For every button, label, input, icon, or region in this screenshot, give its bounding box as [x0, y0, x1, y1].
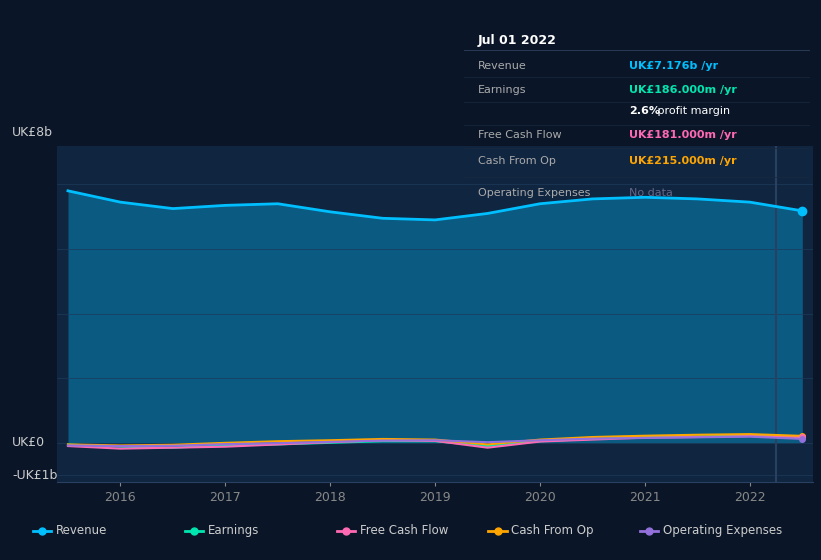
Text: 2.6%: 2.6%: [630, 106, 660, 116]
Text: Revenue: Revenue: [478, 61, 526, 71]
Text: Free Cash Flow: Free Cash Flow: [478, 130, 562, 141]
Text: profit margin: profit margin: [654, 106, 730, 116]
Text: Cash From Op: Cash From Op: [511, 524, 594, 538]
Text: UK£0: UK£0: [12, 436, 45, 449]
Text: Jul 01 2022: Jul 01 2022: [478, 34, 557, 47]
Text: UK£215.000m /yr: UK£215.000m /yr: [630, 156, 737, 166]
Text: Revenue: Revenue: [56, 524, 108, 538]
Text: Earnings: Earnings: [208, 524, 259, 538]
Text: Operating Expenses: Operating Expenses: [663, 524, 782, 538]
Text: Operating Expenses: Operating Expenses: [478, 188, 590, 198]
Text: -UK£1b: -UK£1b: [12, 469, 57, 482]
Text: Free Cash Flow: Free Cash Flow: [360, 524, 448, 538]
Text: UK£186.000m /yr: UK£186.000m /yr: [630, 85, 737, 95]
Text: Earnings: Earnings: [478, 85, 526, 95]
Text: UK£181.000m /yr: UK£181.000m /yr: [630, 130, 737, 141]
Text: UK£7.176b /yr: UK£7.176b /yr: [630, 61, 718, 71]
Text: No data: No data: [630, 188, 673, 198]
Text: Cash From Op: Cash From Op: [478, 156, 556, 166]
Text: UK£8b: UK£8b: [12, 126, 53, 139]
